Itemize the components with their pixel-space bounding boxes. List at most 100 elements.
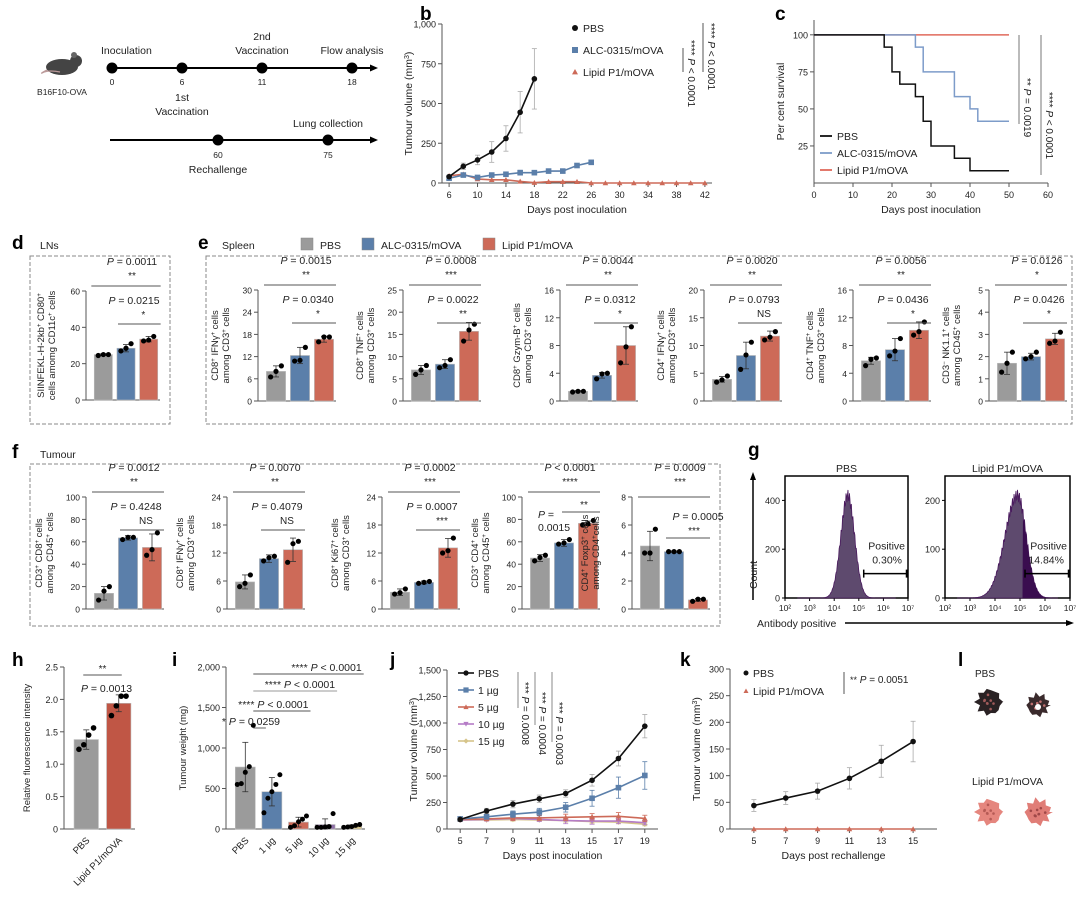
data-point (125, 534, 131, 540)
bar (73, 739, 99, 830)
data-point (559, 178, 566, 184)
legend-item: ALC-0315/mOVA (381, 240, 461, 252)
significance-stars: NS (757, 309, 771, 320)
histogram-lipid: Lipid P1/mOVA 0 100 200 10² 10³ 10⁴ 10⁵ 10⁶ 10⁷ Po… (925, 463, 1076, 613)
y-axis-title: CD8+ IFNγ+ cells (175, 518, 186, 589)
y-tick-label: 0 (216, 605, 221, 615)
p-value-label: P = 0.0015 (280, 255, 331, 267)
y-tick-label: 250 (426, 798, 441, 808)
data-point (887, 353, 893, 359)
data-point (416, 580, 422, 586)
data-point (447, 357, 453, 363)
data-point (130, 534, 136, 540)
data-point (615, 784, 622, 791)
p-value-label: P = 0.0312 (584, 294, 635, 306)
x-tick-label: 10⁷ (902, 603, 915, 613)
data-point (767, 334, 773, 340)
y-axis-title: CD8+ TNF+ cells (355, 311, 366, 380)
x-tick-label: 13 (561, 836, 571, 846)
data-point (562, 814, 569, 820)
x-tick-label: 15 (587, 836, 597, 846)
data-point (296, 819, 301, 825)
data-point (437, 365, 443, 371)
data-point (238, 781, 244, 787)
data-point (532, 558, 538, 564)
y-tick-label: 200 (765, 545, 780, 555)
data-point (445, 548, 451, 554)
data-point (290, 541, 296, 547)
x-tick-label: 26 (586, 190, 596, 200)
data-point (1023, 356, 1029, 362)
data-point (751, 802, 757, 809)
data-point (149, 547, 155, 553)
data-point (341, 824, 347, 830)
data-point (242, 769, 248, 775)
data-point (488, 177, 495, 183)
data-point (910, 826, 916, 832)
data-point (572, 25, 578, 31)
y-axis-title: CD3− NK1.1+ cells (941, 307, 952, 384)
data-point (261, 810, 267, 816)
y-tick-label: 0.5 (45, 792, 58, 802)
y-tick-label: 8 (842, 341, 847, 351)
data-point (292, 358, 298, 364)
p-value-label: P = 0.0793 (728, 294, 779, 306)
x-tick-label: 9 (510, 836, 515, 846)
y-tick-label: 24 (212, 493, 222, 503)
significance-stars: ** (128, 271, 136, 282)
y-tick-label: 24 (243, 308, 253, 318)
data-point (846, 826, 853, 832)
lung-spot (1039, 806, 1043, 810)
x-tick-label: 5 (751, 836, 756, 846)
p-value-label: P = 0.0011 (107, 256, 157, 268)
legend-item: 5 µg (478, 702, 499, 714)
significance-stars: **** (562, 477, 578, 488)
data-point (463, 687, 469, 693)
lung-shape (974, 798, 1004, 826)
y-tick-label: 20 (71, 359, 81, 369)
p-value-label: P = 0.0056 (875, 255, 926, 267)
data-point (353, 822, 359, 828)
lung-spot (1039, 700, 1042, 703)
p-value-label: P = 0.0012 (108, 462, 159, 474)
data-point (615, 813, 622, 819)
data-point (570, 389, 576, 395)
significance-stars: * (911, 309, 915, 320)
y-axis-title: Relative fluorescence intensity (22, 684, 33, 813)
arrow-head (750, 472, 756, 480)
histogram-positive-area (1022, 509, 1058, 598)
data-point (271, 553, 277, 559)
data-point (671, 549, 677, 555)
data-point (566, 536, 572, 543)
data-point (531, 179, 538, 185)
data-point (921, 319, 927, 325)
data-point (748, 339, 754, 345)
data-point (483, 814, 490, 820)
y-tick-label: 4 (549, 369, 554, 379)
legend-item: 15 µg (478, 736, 505, 748)
lung-spot (1035, 808, 1039, 812)
timeline-event-label: Inoculation (101, 45, 152, 57)
data-point (628, 324, 634, 330)
data-point (302, 344, 308, 350)
data-point (1009, 349, 1015, 355)
lung-spot (986, 693, 990, 697)
data-point (292, 823, 298, 829)
data-point (466, 327, 472, 333)
legend-item: Lipid P1/mOVA (837, 165, 908, 177)
legend-item: PBS (478, 668, 499, 680)
y-tick-label: 0 (978, 397, 983, 407)
timeline-day: 0 (110, 77, 115, 87)
data-point (85, 732, 92, 738)
chart-i: 0 500 1,000 1,500 2,000 PBS 1 µg 5 µg 10 µg 15 µg… (178, 662, 365, 860)
bar (554, 542, 574, 610)
data-point (868, 356, 874, 362)
data-point (106, 584, 112, 590)
y-tick-label: 6 (621, 521, 626, 531)
lung-spot (989, 817, 992, 821)
lung-spot (986, 702, 989, 705)
data-point (392, 591, 398, 597)
data-point (545, 178, 552, 184)
p-value-label: P = 0.0426 (1013, 294, 1064, 306)
